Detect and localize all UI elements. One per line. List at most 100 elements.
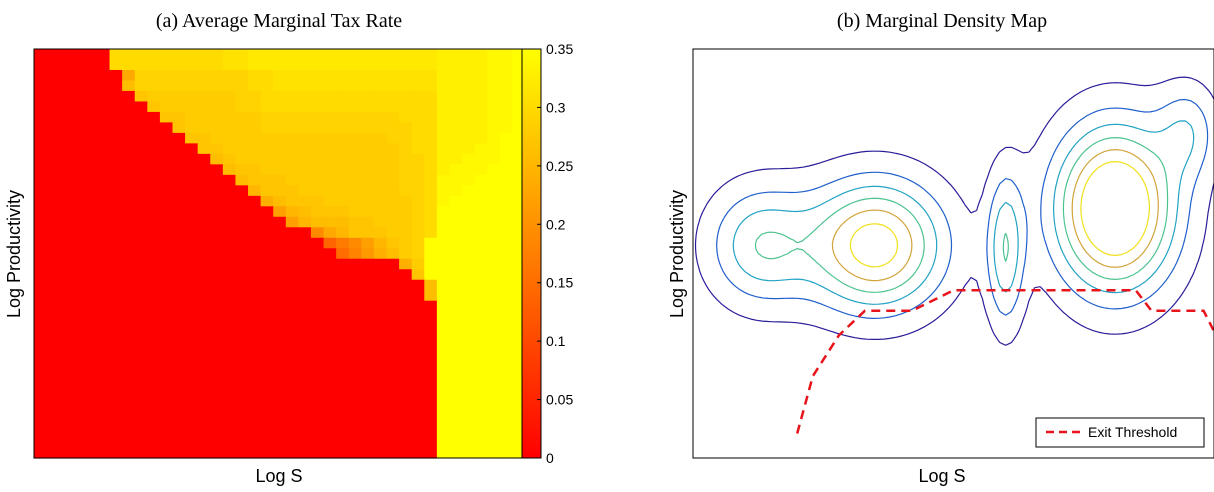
heatmap-cell	[210, 90, 224, 103]
heatmap-cell	[197, 143, 211, 155]
heatmap-cell	[323, 353, 337, 365]
heatmap-cell	[462, 395, 476, 407]
heatmap-cell	[235, 374, 249, 386]
heatmap-cell	[172, 353, 186, 365]
legend: Exit Threshold	[1035, 417, 1205, 448]
heatmap-cell	[96, 374, 111, 386]
heatmap-cell	[436, 426, 451, 438]
heatmap-cell	[159, 447, 174, 459]
heatmap-cell	[512, 258, 526, 270]
heatmap-cell	[185, 332, 199, 344]
heatmap-cell	[84, 374, 98, 386]
heatmap-cell	[336, 300, 350, 312]
heatmap-cell	[260, 426, 274, 438]
heatmap-cell	[172, 258, 186, 270]
colorbar-ticks: 00.050.10.150.20.250.30.35	[537, 41, 573, 466]
heatmap-cell	[298, 80, 312, 92]
heatmap-cell	[197, 426, 211, 438]
heatmap-cell	[310, 332, 325, 344]
heatmap-cell	[361, 59, 375, 71]
heatmap-cell	[474, 416, 488, 428]
heatmap-cell	[411, 185, 425, 197]
heatmap-cell	[399, 290, 413, 302]
heatmap-cell	[285, 258, 299, 270]
heatmap-cell	[59, 143, 73, 155]
heatmap-cell	[512, 353, 526, 365]
heatmap-cell	[159, 269, 174, 281]
heatmap-cell	[235, 269, 249, 281]
heatmap-cell	[336, 258, 350, 270]
heatmap-cell	[185, 143, 199, 155]
heatmap-cell	[298, 195, 312, 207]
heatmap-cell	[248, 321, 262, 333]
heatmap-cell	[96, 300, 111, 312]
heatmap-cell	[462, 59, 476, 71]
heatmap-cell	[210, 69, 224, 82]
heatmap-cell	[399, 405, 413, 417]
heatmap-cell	[424, 353, 438, 365]
heatmap-cell	[46, 59, 60, 71]
heatmap-cell	[462, 69, 476, 82]
heatmap-cell	[298, 384, 312, 396]
heatmap-cell	[449, 290, 463, 302]
heatmap-cell	[109, 405, 123, 417]
heatmap-cell	[260, 447, 274, 459]
heatmap-cell	[46, 374, 60, 386]
heatmap-cell	[462, 216, 476, 228]
heatmap-cell	[411, 143, 425, 155]
heatmap-cell	[34, 69, 48, 82]
heatmap-cell	[210, 206, 224, 218]
heatmap-cell	[134, 216, 148, 228]
heatmap-cell	[122, 342, 136, 354]
heatmap-cell	[474, 426, 488, 438]
heatmap-cell	[487, 80, 501, 92]
heatmap-cell	[499, 395, 514, 407]
heatmap-cell	[197, 269, 211, 281]
heatmap-cell	[310, 185, 325, 197]
heatmap-cell	[462, 321, 476, 333]
panel-a-xlabel: Log S	[255, 466, 302, 486]
heatmap-cell	[147, 164, 161, 176]
heatmap-cell	[248, 332, 262, 344]
heatmap-cell	[159, 405, 174, 417]
heatmap-cell	[46, 227, 60, 239]
heatmap-cell	[197, 80, 211, 92]
heatmap-cell	[449, 405, 463, 417]
heatmap-cell	[185, 59, 199, 71]
heatmap-cell	[436, 353, 451, 365]
heatmap-cell	[298, 426, 312, 438]
heatmap-cell	[373, 216, 388, 228]
heatmap-cell	[134, 279, 148, 291]
heatmap-cell	[487, 321, 501, 333]
heatmap-cell	[260, 195, 274, 207]
heatmap-cell	[436, 206, 451, 218]
heatmap-cell	[285, 111, 299, 124]
heatmap-cell	[449, 132, 463, 144]
heatmap-cell	[449, 332, 463, 344]
heatmap-cell	[487, 122, 501, 134]
heatmap-cell	[348, 132, 362, 144]
heatmap-cell	[71, 447, 85, 459]
heatmap-cell	[147, 216, 161, 228]
heatmap-cell	[34, 374, 48, 386]
heatmap-cell	[273, 164, 287, 176]
heatmap-cell	[323, 363, 337, 375]
heatmap-cell	[84, 363, 98, 375]
heatmap-cell	[348, 342, 362, 354]
heatmap-cell	[487, 101, 501, 113]
heatmap-cell	[449, 227, 463, 239]
heatmap-cell	[222, 279, 237, 291]
heatmap-cell	[46, 90, 60, 103]
heatmap-cell	[122, 69, 136, 82]
heatmap-cell	[122, 49, 136, 61]
heatmap-cell	[399, 111, 413, 124]
heatmap-cell	[210, 416, 224, 428]
heatmap-cell	[185, 49, 199, 61]
heatmap-cell	[487, 269, 501, 281]
heatmap-cell	[210, 353, 224, 365]
colorbar-tick-label: 0.1	[546, 333, 566, 349]
heatmap-cell	[96, 80, 111, 92]
heatmap-cell	[273, 384, 287, 396]
heatmap-cell	[323, 80, 337, 92]
heatmap-cell	[386, 69, 400, 82]
